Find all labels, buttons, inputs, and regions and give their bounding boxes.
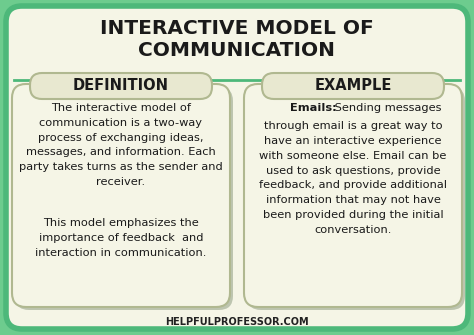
- Text: EXAMPLE: EXAMPLE: [314, 78, 392, 93]
- Text: Sending messages: Sending messages: [331, 103, 441, 113]
- Text: Emails:: Emails:: [290, 103, 337, 113]
- FancyBboxPatch shape: [244, 84, 462, 307]
- FancyBboxPatch shape: [12, 84, 230, 307]
- Text: This model emphasizes the
importance of feedback  and
interaction in communicati: This model emphasizes the importance of …: [35, 218, 207, 258]
- FancyBboxPatch shape: [30, 73, 212, 99]
- Text: The interactive model of
communication is a two-way
process of exchanging ideas,: The interactive model of communication i…: [19, 103, 223, 187]
- Text: COMMUNICATION: COMMUNICATION: [138, 42, 336, 61]
- FancyBboxPatch shape: [247, 87, 465, 310]
- Text: HELPFULPROFESSOR.COM: HELPFULPROFESSOR.COM: [165, 317, 309, 327]
- Text: through email is a great way to
have an interactive experience
with someone else: through email is a great way to have an …: [259, 121, 447, 235]
- FancyBboxPatch shape: [6, 6, 468, 329]
- FancyBboxPatch shape: [15, 87, 233, 310]
- Text: INTERACTIVE MODEL OF: INTERACTIVE MODEL OF: [100, 19, 374, 39]
- FancyBboxPatch shape: [262, 73, 444, 99]
- Text: DEFINITION: DEFINITION: [73, 78, 169, 93]
